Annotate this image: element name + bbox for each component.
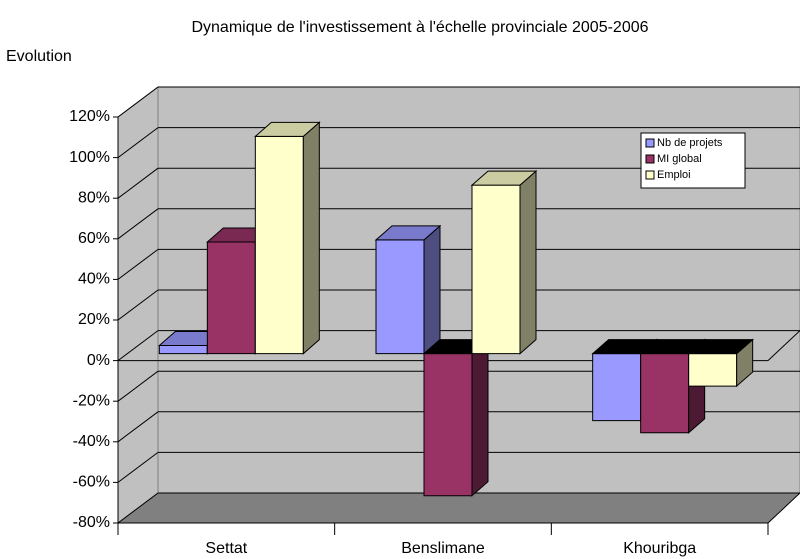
bar-front (206, 241, 256, 355)
bar-front (471, 184, 521, 355)
y-tick-label: 60% (78, 230, 110, 247)
y-tick-label: 0% (87, 352, 110, 369)
bar-top (687, 339, 754, 355)
bar-top (374, 225, 442, 241)
floor (116, 492, 800, 524)
grid-line-side (117, 289, 159, 321)
legend-label: Nb de projets (657, 137, 723, 149)
y-tick-label: 20% (78, 311, 110, 328)
y-tick-label: 100% (69, 149, 110, 166)
y-tick-label: 40% (78, 271, 110, 288)
bar (422, 338, 490, 497)
bar-side (302, 121, 320, 355)
grid-line (113, 86, 800, 118)
bar-front (254, 135, 304, 355)
bar-front (158, 344, 208, 355)
bar-front (592, 353, 642, 422)
chart-title: Dynamique de l'investissement à l'échell… (191, 19, 648, 36)
bar-top (254, 121, 321, 137)
bar (470, 170, 538, 355)
legend-swatch (645, 154, 655, 164)
grid-line-side (117, 411, 159, 443)
y-tick-label: 80% (78, 189, 110, 206)
y-tick-label: 120% (69, 108, 110, 125)
grid-line-side (117, 370, 159, 402)
grid-line-side (117, 127, 159, 159)
bar (639, 338, 706, 434)
zero-line-side (767, 330, 800, 361)
grid-line-side (117, 208, 159, 240)
bar (687, 338, 754, 388)
bar-side (423, 224, 441, 355)
bar-front (375, 239, 425, 355)
x-tick-label: Khouribga (623, 540, 696, 557)
bar-front (640, 353, 690, 434)
bar-side (519, 170, 537, 355)
grid-line-side (117, 330, 159, 362)
grid-line-side (117, 248, 159, 280)
x-tick-label: Settat (205, 540, 247, 557)
legend-label: Emploi (657, 169, 691, 181)
grid-line-side (117, 86, 159, 118)
y-tick-label: -40% (73, 433, 110, 450)
legend-swatch (645, 138, 655, 148)
legend-label: MI global (657, 153, 702, 165)
grid-line-side (117, 167, 159, 199)
legend-swatch (645, 170, 655, 180)
bar-front (423, 353, 473, 497)
grid-line-side (117, 451, 159, 483)
y-axis-label: Evolution (6, 48, 72, 65)
bar (254, 121, 321, 355)
y-tick-label: -60% (73, 474, 110, 491)
y-tick-label: -80% (73, 514, 110, 531)
bar-front (688, 353, 738, 387)
x-tick-label: Benslimane (401, 540, 485, 557)
bar-top (470, 170, 538, 186)
y-tick-label: -20% (73, 392, 110, 409)
bar (374, 224, 442, 355)
legend-box (640, 132, 746, 189)
bar-side (471, 338, 489, 497)
